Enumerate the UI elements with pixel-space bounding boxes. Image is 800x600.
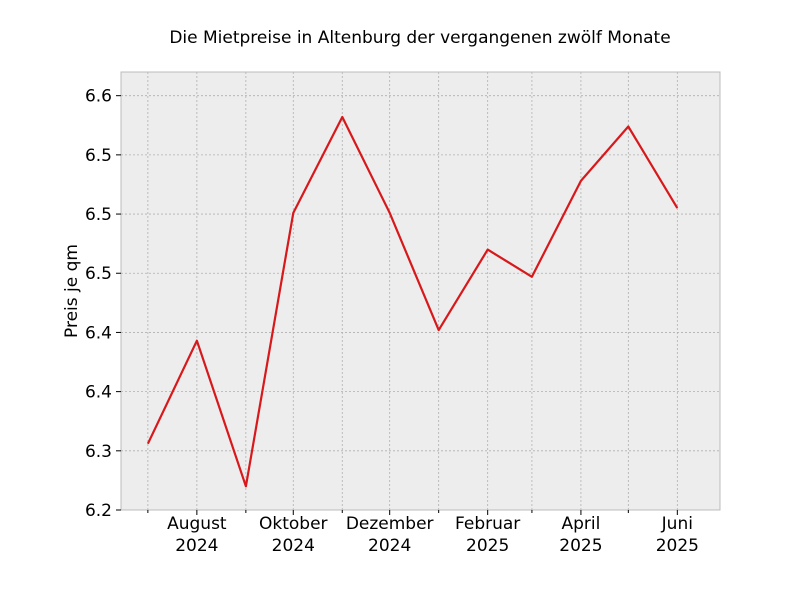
y-tick-label: 6.5 <box>85 146 112 166</box>
x-tick-label: August 2024 <box>167 514 227 556</box>
y-tick-label: 6.5 <box>85 264 112 284</box>
plot-area <box>121 72 720 510</box>
y-tick-label: 6.3 <box>85 442 112 462</box>
chart-title: Die Mietpreise in Altenburg der vergange… <box>169 28 670 48</box>
y-tick-label: 6.5 <box>85 205 112 225</box>
grid-lines <box>121 72 720 511</box>
y-tick-label: 6.2 <box>85 501 112 521</box>
x-tick-label: Juni 2025 <box>656 514 699 556</box>
x-tick-label: Dezember 2024 <box>346 514 434 556</box>
y-tick-label: 6.4 <box>85 323 112 343</box>
x-tick-label: Februar 2025 <box>455 514 520 556</box>
x-tick-label: Oktober 2024 <box>259 514 328 556</box>
x-tick-labels: August 2024 Oktober 2024 Dezember 2024 Februar… <box>167 514 699 556</box>
series-line <box>146 115 679 488</box>
y-axis-label: Preis je qm <box>62 244 82 338</box>
y-tick-label: 6.6 <box>85 87 112 107</box>
x-tick-label: April 2025 <box>559 514 602 556</box>
series-layer <box>146 115 679 488</box>
y-tick-label: 6.4 <box>85 383 112 403</box>
axis-frame <box>120 71 721 511</box>
axis-ticks <box>116 95 678 515</box>
y-tick-labels: 6.2 6.3 6.4 6.4 6.5 6.5 6.5 6.6 <box>85 87 112 521</box>
